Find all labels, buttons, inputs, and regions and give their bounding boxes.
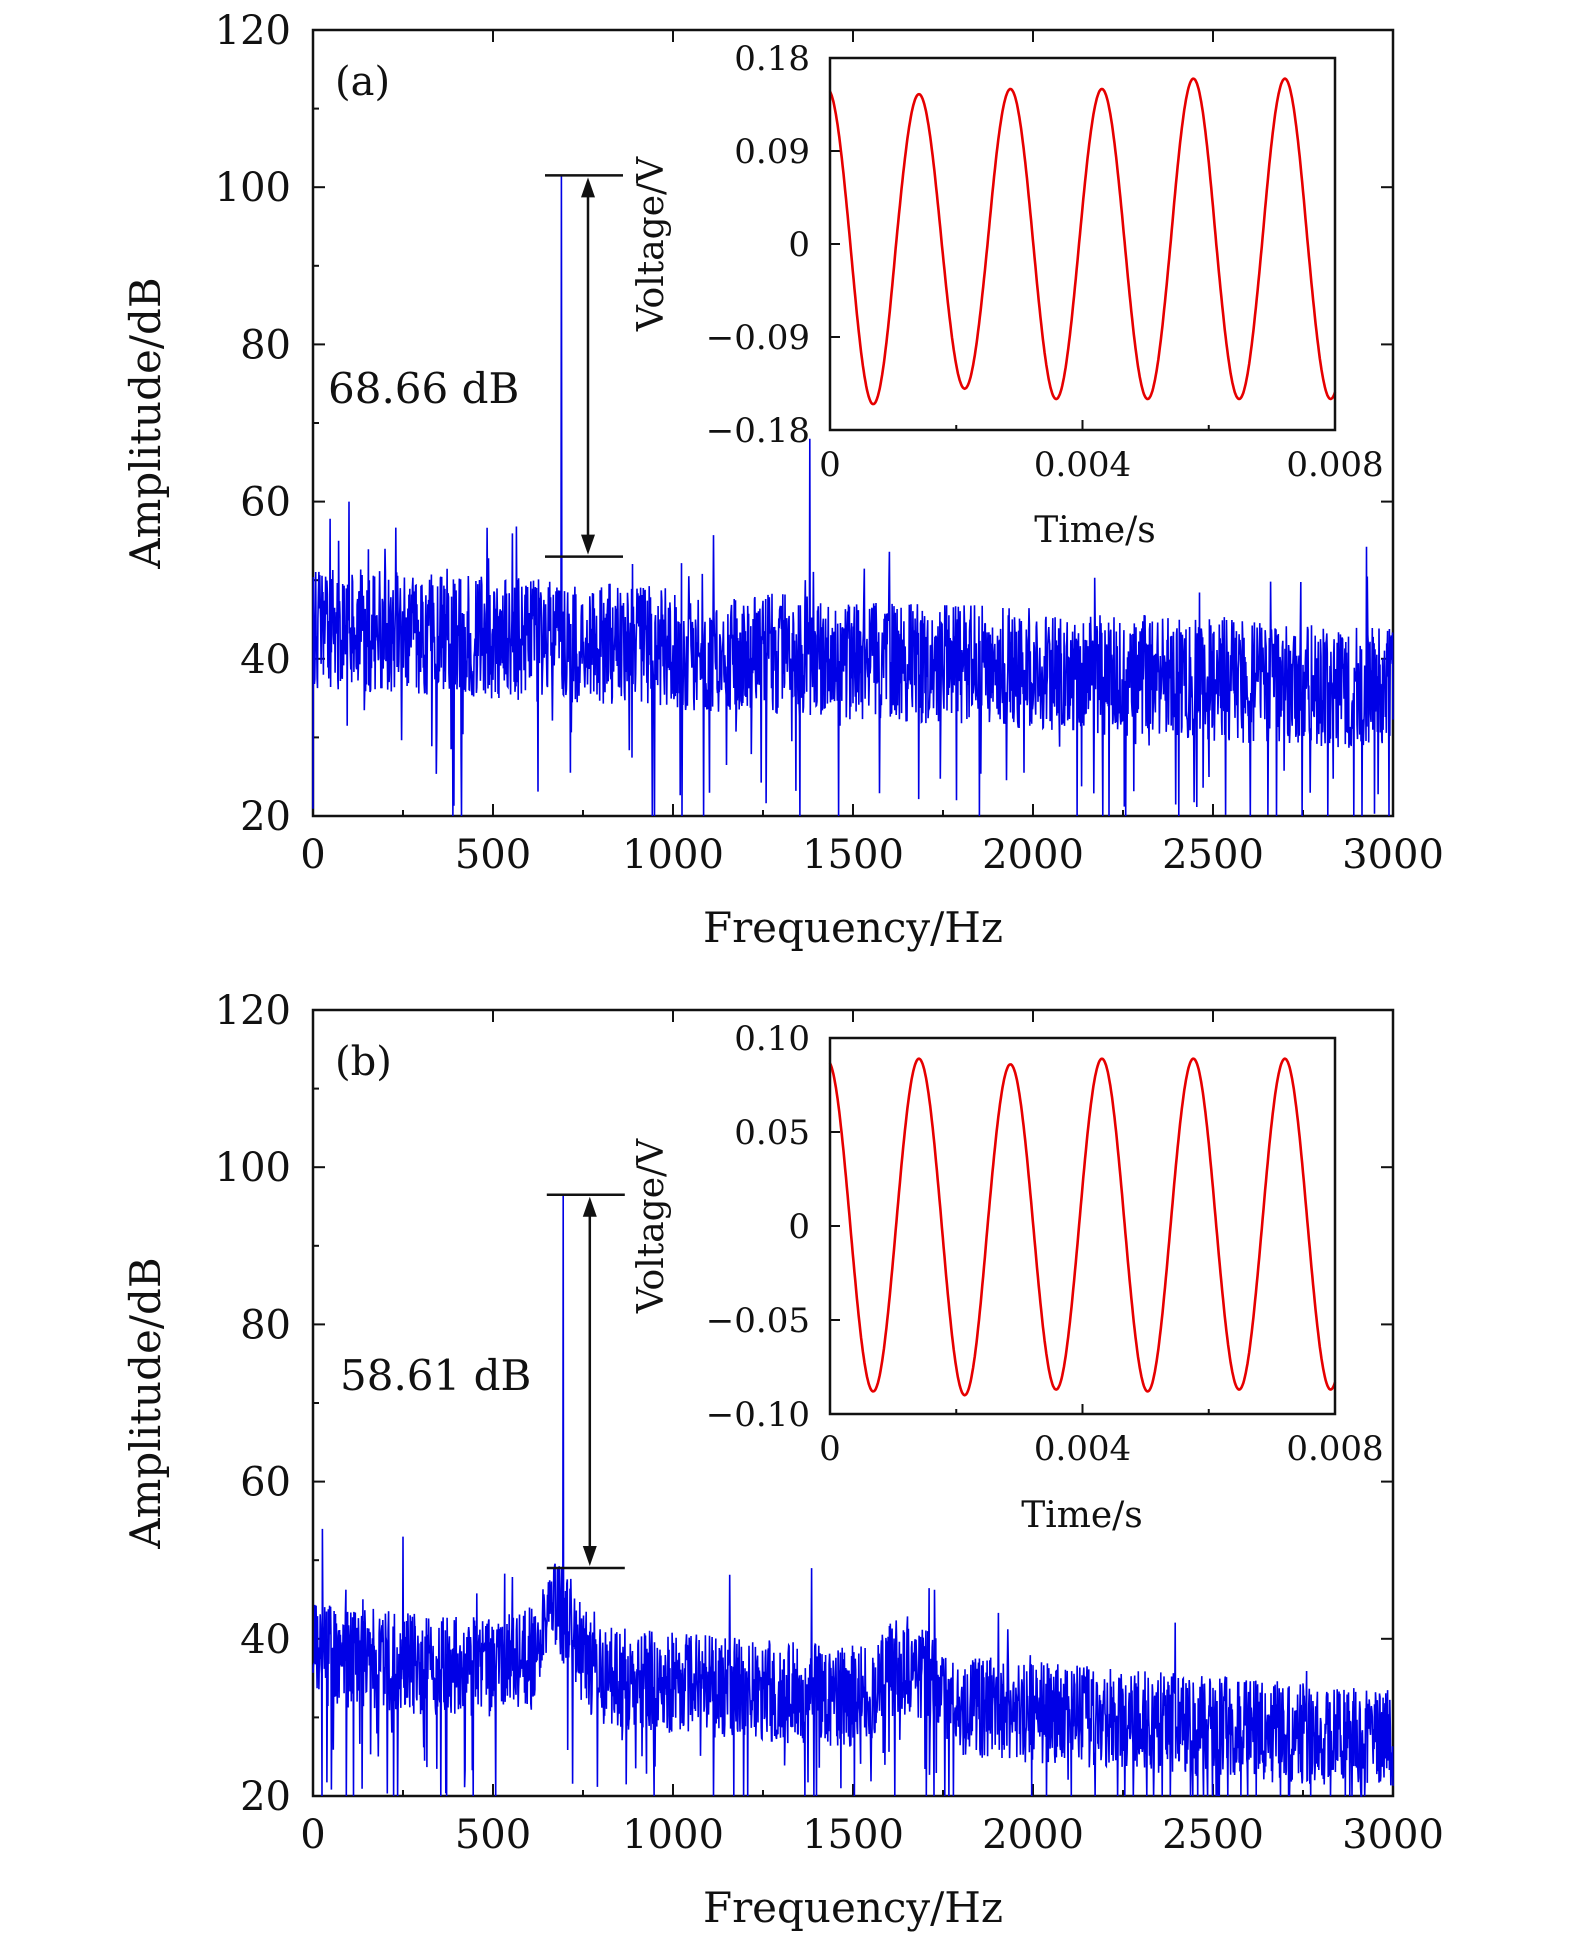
panel-a-spectrum	[312, 175, 1394, 817]
x-tick-label: 500	[455, 832, 531, 878]
panel-b-inset-ylabel: Voltage/V	[631, 1138, 672, 1314]
panel-a-inset-bg	[830, 58, 1335, 430]
panel-a-axes: 0 500 1000 1500 2000 2500 3000 20 40 60 80 100 120	[215, 8, 1444, 878]
panel-b-inset-bg	[830, 1038, 1335, 1414]
panel-b: 0 500 1000 1500 2000 2500 3000 20 40 60 80 100 120 (…	[121, 988, 1444, 1932]
inset-y-tick-label: −0.05	[706, 1301, 810, 1341]
panel-a-label: (a)	[335, 59, 390, 105]
y-tick-label: 80	[240, 322, 291, 368]
inset-y-tick-label: 0.10	[734, 1019, 810, 1059]
y-tick-label: 40	[240, 1617, 291, 1663]
panel-a-inset-xlabel: Time/s	[1034, 510, 1156, 551]
x-tick-label: 2000	[982, 1812, 1084, 1858]
inset-x-tick-label: 0.004	[1034, 1429, 1131, 1469]
panel-a-annotation-text: 68.66 dB	[328, 364, 519, 413]
inset-x-tick-label: 0	[819, 445, 841, 485]
panel-b-spectrum	[312, 1194, 1394, 1797]
panel-b-ylabel: Amplitude/dB	[121, 1257, 170, 1549]
panel-a-ylabel: Amplitude/dB	[121, 277, 170, 569]
panel-b-inset-xlabel: Time/s	[1021, 1495, 1143, 1536]
waveform-line	[828, 1057, 1337, 1397]
panel-a-inset: 0 0.004 0.008 −0.18 −0.09 0 0.09 0.18 Time/s Vo…	[631, 39, 1384, 551]
y-tick-label: 120	[215, 988, 291, 1034]
y-tick-label: 40	[240, 637, 291, 683]
annotation-arrowhead-bottom	[582, 1546, 597, 1567]
x-tick-label: 3000	[1342, 832, 1444, 878]
inset-y-tick-label: 0.05	[734, 1113, 810, 1153]
x-tick-label: 0	[300, 1812, 325, 1858]
panel-b-label: (b)	[335, 1039, 392, 1085]
annotation-arrowhead-top	[582, 1196, 597, 1217]
panel-b-inset-frame	[828, 1036, 1337, 1416]
inset-y-tick-label: 0.09	[734, 132, 810, 172]
x-tick-label: 2000	[982, 832, 1084, 878]
inset-x-tick-label: 0.008	[1286, 1429, 1383, 1469]
x-tick-label: 1500	[802, 1812, 904, 1858]
x-tick-label: 500	[455, 1812, 531, 1858]
annotation-arrowhead-top	[581, 177, 595, 198]
panel-b-axes: 0 500 1000 1500 2000 2500 3000 20 40 60 80 100 120	[215, 988, 1444, 1858]
x-tick-label: 1000	[622, 1812, 724, 1858]
y-tick-label: 120	[215, 8, 291, 54]
panel-b-annotation	[546, 1193, 625, 1570]
inset-y-tick-label: −0.10	[706, 1395, 810, 1435]
panel-b-annotation-text: 58.61 dB	[340, 1351, 531, 1400]
x-tick-label: 2500	[1162, 832, 1264, 878]
y-tick-label: 20	[240, 1774, 291, 1820]
inset-y-tick-label: 0	[788, 1207, 810, 1247]
inset-y-tick-label: −0.09	[706, 318, 810, 358]
x-tick-label: 2500	[1162, 1812, 1264, 1858]
y-tick-label: 60	[240, 480, 291, 526]
spectrum-line	[312, 1194, 1394, 1797]
inset-x-tick-label: 0.004	[1034, 445, 1131, 485]
annotation-arrowhead-bottom	[581, 534, 595, 555]
waveform-line	[828, 77, 1337, 406]
inset-y-tick-label: 0	[788, 225, 810, 265]
x-tick-label: 3000	[1342, 1812, 1444, 1858]
panel-b-xlabel: Frequency/Hz	[703, 1883, 1003, 1932]
x-tick-label: 0	[300, 832, 325, 878]
y-tick-label: 100	[215, 1145, 291, 1191]
panel-a-inset-frame	[828, 56, 1337, 432]
panel-a-inset-axes: 0 0.004 0.008 −0.18 −0.09 0 0.09 0.18	[706, 39, 1384, 485]
inset-y-tick-label: −0.18	[706, 411, 810, 451]
y-tick-label: 100	[215, 165, 291, 211]
panel-b-inset-waveform	[828, 1057, 1337, 1397]
inset-y-tick-label: 0.18	[734, 39, 810, 79]
inset-x-tick-label: 0	[819, 1429, 841, 1469]
panel-a: 0 500 1000 1500 2000 2500 3000 20 40 60 80 100 120 (…	[121, 8, 1444, 952]
panel-a-xlabel: Frequency/Hz	[703, 903, 1003, 952]
panel-b-inset: 0 0.004 0.008 −0.10 −0.05 0 0.05 0.10 Time/s Vo…	[631, 1019, 1384, 1536]
y-tick-label: 20	[240, 794, 291, 840]
panel-a-inset-ylabel: Voltage/V	[631, 156, 672, 332]
panel-b-inset-axes: 0 0.004 0.008 −0.10 −0.05 0 0.05 0.10	[706, 1019, 1384, 1469]
inset-x-tick-label: 0.008	[1286, 445, 1383, 485]
spectrum-line	[312, 175, 1394, 817]
x-tick-label: 1500	[802, 832, 904, 878]
y-tick-label: 60	[240, 1460, 291, 1506]
y-tick-label: 80	[240, 1302, 291, 1348]
panel-a-annotation	[545, 174, 623, 558]
x-tick-label: 1000	[622, 832, 724, 878]
panel-a-inset-waveform	[828, 77, 1337, 406]
